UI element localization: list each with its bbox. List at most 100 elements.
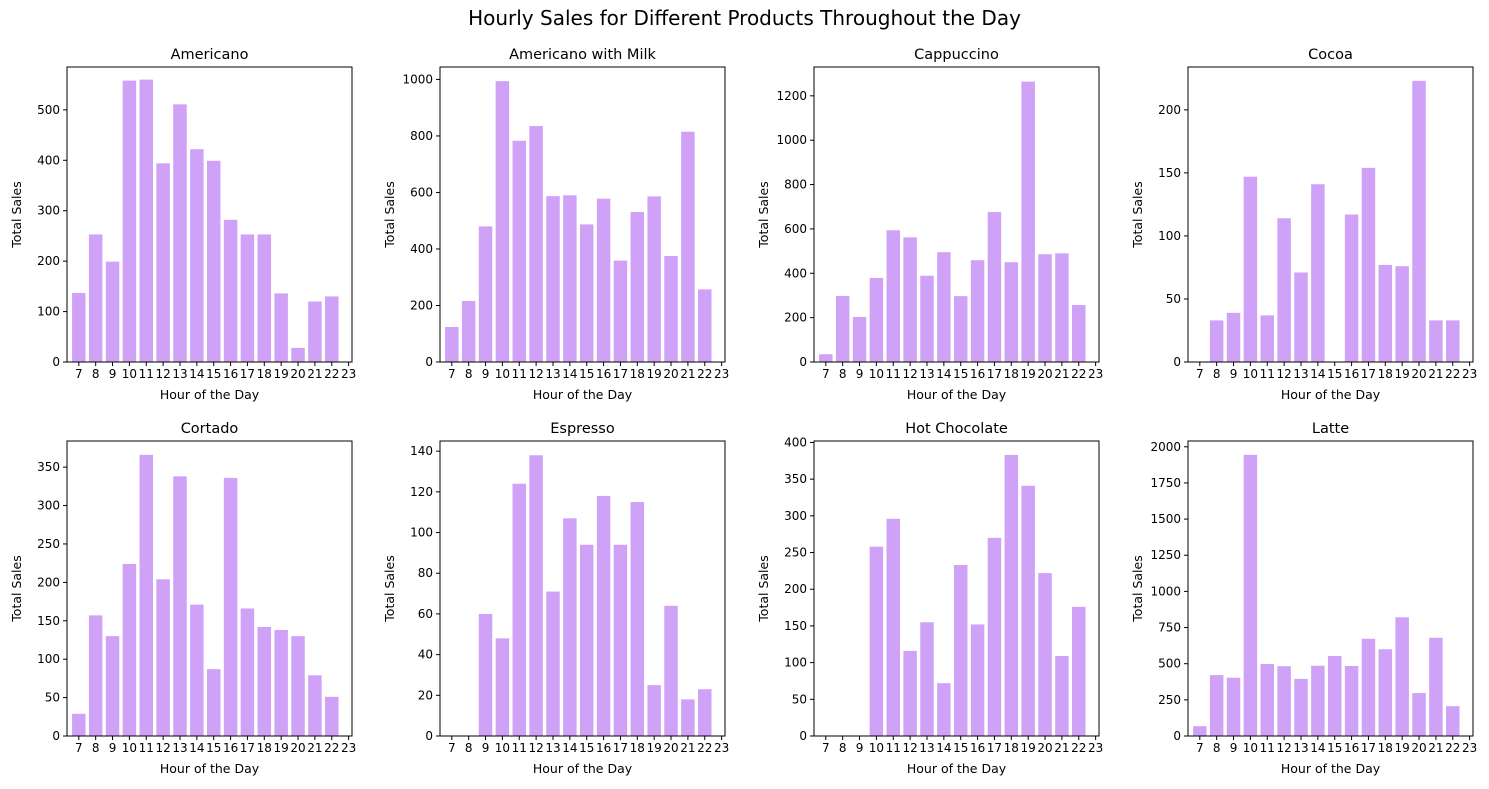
x-tick-label: 9 [1230,741,1238,755]
bar [579,224,594,362]
x-tick-label: 12 [528,367,543,381]
y-tick-label: 1000 [1150,584,1181,598]
x-tick-label: 23 [714,367,729,381]
x-tick-label: 18 [1004,367,1019,381]
x-tick-label: 19 [274,741,289,755]
bar [1361,167,1376,362]
bar [664,256,678,362]
x-tick-label: 17 [1361,367,1376,381]
x-tick-label: 13 [919,367,934,381]
y-tick-label: 100 [784,656,807,670]
bar [664,605,678,736]
y-tick-label: 350 [784,472,807,486]
x-tick-label: 16 [1344,741,1359,755]
bar [478,226,493,362]
x-tick-label: 11 [512,741,527,755]
bar [1395,266,1409,362]
x-tick-label: 13 [545,367,560,381]
x-tick-label: 8 [839,741,847,755]
bar [1021,81,1035,362]
y-tick-label: 0 [799,355,807,369]
bar [886,518,901,736]
bar [1209,320,1224,362]
x-tick-label: 23 [1462,367,1477,381]
y-tick-label: 200 [37,254,60,268]
bar [257,626,272,736]
x-tick-label: 7 [75,741,83,755]
y-tick-label: 500 [37,103,60,117]
x-tick-label: 22 [1071,367,1086,381]
bar [681,699,695,736]
y-tick-label: 0 [425,355,433,369]
bar [987,212,1002,362]
x-axis-label: Hour of the Day [1281,387,1381,402]
x-tick-label: 17 [1361,741,1376,755]
x-tick-label: 18 [1378,741,1393,755]
bar [1004,454,1019,736]
x-tick-label: 10 [122,741,137,755]
y-tick-label: 400 [784,266,807,280]
y-tick-label: 400 [410,242,433,256]
y-tick-label: 0 [425,729,433,743]
bar [1311,665,1325,736]
x-tick-label: 12 [902,741,917,755]
x-tick-label: 23 [1462,741,1477,755]
subplot-title: Cocoa [1308,47,1353,63]
x-tick-label: 11 [139,367,154,381]
x-tick-label: 17 [987,367,1002,381]
y-tick-label: 150 [37,614,60,628]
x-tick-label: 19 [1395,741,1410,755]
bar [1260,663,1275,736]
bar [105,261,120,362]
bar [1412,80,1426,362]
y-tick-label: 50 [45,691,60,705]
x-tick-label: 8 [92,367,100,381]
figure-title: Hourly Sales for Different Products Thro… [468,6,1021,30]
x-tick-label: 15 [1327,367,1342,381]
bar [173,476,187,736]
x-tick-label: 18 [630,741,645,755]
x-tick-label: 14 [562,741,577,755]
x-tick-label: 17 [240,741,255,755]
bar [1004,262,1019,362]
subplot-2: 7 8 9 10 11 12 13 14 15 16 17 18 19 20 21 22 23 0 200 400 60… [382,47,729,402]
bar [308,301,322,362]
bar [613,544,628,736]
y-tick-label: 20 [418,688,433,702]
subplot-7: 7 8 9 10 11 12 13 14 15 16 17 18 19 20 21 22 23 0 50 100 150… [756,421,1103,776]
bar [223,219,238,362]
y-tick-label: 1200 [776,89,807,103]
x-tick-label: 17 [613,741,628,755]
bar [291,347,305,362]
bar [1021,485,1035,736]
x-tick-label: 9 [109,741,117,755]
x-tick-label: 14 [936,741,951,755]
bar [1055,656,1069,736]
x-tick-label: 15 [206,741,221,755]
y-tick-label: 1500 [1150,512,1181,526]
y-tick-label: 1750 [1150,476,1181,490]
x-tick-label: 23 [1088,367,1103,381]
x-tick-label: 12 [1276,367,1291,381]
bar [1260,315,1275,362]
bar [1038,573,1052,736]
x-tick-label: 17 [240,367,255,381]
axes-frame [439,440,726,737]
y-tick-label: 300 [784,509,807,523]
x-tick-label: 8 [465,741,473,755]
axes-frame [66,440,353,737]
bar [1344,214,1359,362]
y-tick-label: 250 [784,546,807,560]
bar [291,636,305,736]
x-tick-label: 17 [613,367,628,381]
y-tick-label: 1000 [402,72,433,86]
subplot-8: 7 8 9 10 11 12 13 14 15 16 17 18 19 20 21 22 23 0 250 500 75… [1130,421,1477,776]
x-tick-label: 15 [1327,741,1342,755]
x-tick-label: 7 [448,367,456,381]
y-tick-label: 200 [784,582,807,596]
y-tick-label: 800 [410,129,433,143]
bar [546,591,560,736]
x-tick-label: 11 [512,367,527,381]
bar [190,604,204,736]
bar [698,289,712,362]
